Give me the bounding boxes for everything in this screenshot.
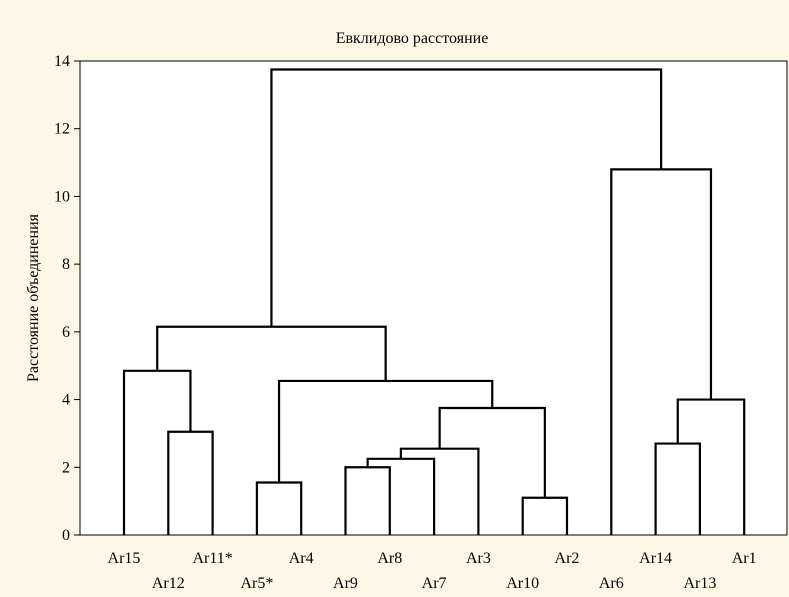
y-tick-label-8: 8 (62, 256, 70, 273)
leaf-label-ar13: Ar13 (683, 575, 716, 592)
y-tick-label-10: 10 (54, 188, 70, 205)
leaf-label-ar10: Ar10 (506, 575, 539, 592)
leaf-labels: Ar15 Ar12 Ar11* Ar5* Ar4 Ar9 Ar8 Ar7 Ar3 Ar10 Ar2 A… (108, 550, 757, 592)
leaf-label-ar6: Ar6 (599, 575, 624, 592)
leaf-label-ar8: Ar8 (377, 550, 402, 567)
y-tick-label-6: 6 (62, 324, 70, 341)
leaf-label-ar14: Ar14 (639, 550, 672, 567)
leaf-label-ar7: Ar7 (422, 575, 447, 592)
leaf-label-ar3: Ar3 (466, 550, 491, 567)
leaf-label-ar5: Ar5* (240, 575, 273, 592)
y-tick-label-12: 12 (54, 121, 70, 138)
leaf-label-ar15: Ar15 (108, 550, 141, 567)
y-tick-label-14: 14 (54, 53, 70, 70)
y-tick-label-0: 0 (62, 527, 70, 544)
leaf-label-ar1: Ar1 (732, 550, 757, 567)
y-tick-label-2: 2 (62, 459, 70, 476)
y-axis-label: Расстояние объединения (25, 213, 42, 382)
y-tick-label-4: 4 (62, 392, 70, 409)
chart-title: Евклидово расстояние (336, 30, 489, 47)
leaf-label-ar11: Ar11* (192, 550, 232, 567)
y-axis-ticks: 0 2 4 6 8 10 12 14 (54, 53, 80, 544)
leaf-label-ar4: Ar4 (289, 550, 314, 567)
leaf-label-ar12: Ar12 (152, 575, 185, 592)
leaf-label-ar9: Ar9 (333, 575, 358, 592)
leaf-label-ar2: Ar2 (555, 550, 580, 567)
